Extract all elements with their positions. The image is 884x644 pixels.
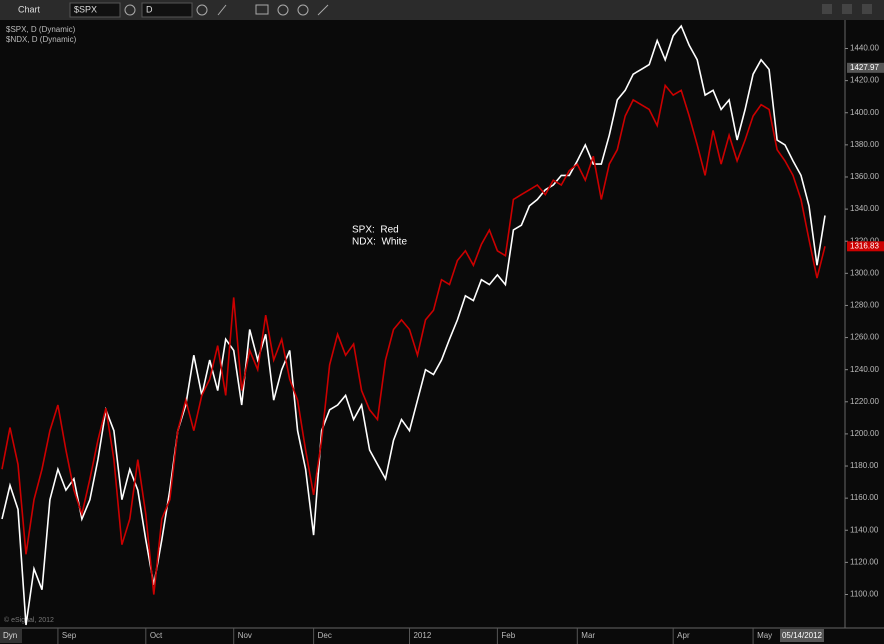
mode-label: Dyn [3,631,17,640]
minimize-button[interactable] [822,4,832,14]
y-tick-label: 1260.00 [850,333,879,342]
interval-input[interactable] [141,2,193,18]
series-line [1,83,826,595]
symbol-text: $SPX [74,4,97,14]
x-tick-label: Dec [318,631,332,640]
y-tick-label: 1180.00 [850,461,879,470]
y-tick-label: 1160.00 [850,493,879,502]
mode-button[interactable] [0,629,22,643]
erase-icon[interactable] [317,4,329,16]
copyright: © eSignal, 2012 [4,616,54,624]
x-tick-label: Mar [581,631,595,640]
y-tick-label: 1320.00 [850,236,879,245]
x-tick-label: Feb [501,631,515,640]
interval-text: D [146,4,153,14]
y-tick-label: 1360.00 [850,172,879,181]
toolbar [0,0,884,20]
cursor-date: 05/14/2012 [782,631,823,640]
price-marker-label: 1427.97 [850,63,879,72]
legend-entry: $SPX, D (Dynamic) [6,25,76,34]
close-button[interactable] [862,4,872,14]
y-tick-label: 1440.00 [850,44,879,53]
window-title: Chart [18,4,41,14]
y-tick-label: 1240.00 [850,365,879,374]
price-marker-label: 1316.83 [850,241,879,250]
stop-icon[interactable] [297,4,309,16]
price-marker [847,241,884,252]
y-tick-label: 1400.00 [850,108,879,117]
x-tick-label: Sep [62,631,77,640]
y-tick-label: 1380.00 [850,140,879,149]
y-tick-label: 1140.00 [850,525,879,534]
symbol-input[interactable] [69,2,121,18]
y-tick-label: 1340.00 [850,204,879,213]
x-tick-label: Nov [238,631,252,640]
series-line [1,24,826,626]
x-tick-label: May [757,631,772,640]
x-tick-label: Apr [677,631,690,640]
y-tick-label: 1420.00 [850,76,879,85]
play-icon[interactable] [277,4,289,16]
x-tick-label: Oct [150,631,163,640]
x-tick-label: 2012 [413,631,431,640]
maximize-button[interactable] [842,4,852,14]
price-marker [847,62,884,73]
y-tick-label: 1100.00 [850,590,879,599]
y-tick-label: 1120.00 [850,557,879,566]
legend-entry: $NDX, D (Dynamic) [6,35,77,44]
cursor-date-box [780,629,824,642]
y-tick-label: 1280.00 [850,301,879,310]
y-tick-label: 1200.00 [850,429,879,438]
draw-icon[interactable] [217,4,227,16]
y-tick-label: 1220.00 [850,397,879,406]
annotation: SPX: Red [352,225,399,236]
link-icon[interactable] [124,4,136,16]
tool-icon[interactable] [255,4,269,15]
annotation: NDX: White [352,237,407,248]
y-tick-label: 1300.00 [850,268,879,277]
refresh-icon[interactable] [196,4,208,16]
